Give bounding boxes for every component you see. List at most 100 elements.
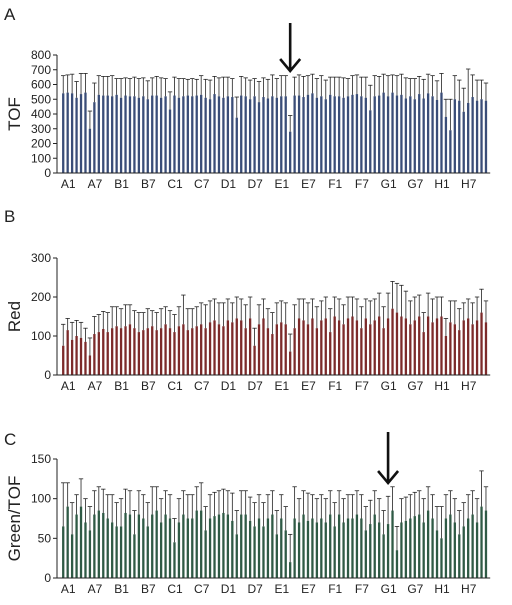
panel-a-bar-E9 <box>311 93 314 173</box>
panel-a-bar-B1 <box>115 94 118 173</box>
panel-c-bar-D5 <box>240 514 243 578</box>
panel-c-bar-C6 <box>191 518 194 578</box>
panel-c-bar-B7 <box>142 518 145 578</box>
panel-a-bar-F2 <box>333 96 336 173</box>
panel-a-xtick-label: G1 <box>381 177 397 191</box>
panel-b-bar-F7 <box>355 320 359 375</box>
panel-c-bar-C9 <box>204 530 207 578</box>
panel-b-xtick-label: E1 <box>274 379 289 393</box>
panel-a-bar-A3 <box>70 93 74 173</box>
panel-a-xtick-label: H1 <box>434 177 450 191</box>
panel-c-bar-A4 <box>75 514 78 578</box>
panel-c-bar-D4 <box>235 534 238 578</box>
panel-a-bar-H5 <box>453 99 456 173</box>
panel-a-bar-B8 <box>146 99 149 173</box>
panel-c-bar-E11 <box>320 518 323 578</box>
panel-a-xtick-label: B1 <box>114 177 129 191</box>
panel-b-bar-B11 <box>159 328 163 375</box>
panel-b-bar-B10 <box>155 330 158 375</box>
panel-a-bar-C2 <box>173 95 176 173</box>
panel-a-ytick-label: 600 <box>31 78 51 92</box>
panel-c-bar-H2 <box>440 538 443 578</box>
panel-b-bar-H2 <box>440 316 443 375</box>
panel-c-bar-B10 <box>155 510 158 578</box>
panel-b-bar-E3 <box>284 324 287 375</box>
panel-c-bar-E3 <box>284 530 287 578</box>
panel-a-bar-D5 <box>240 95 243 173</box>
panel-b-ytick-label: 100 <box>31 329 51 343</box>
panel-a-bar-A2 <box>66 92 69 173</box>
panel-c-bar-G11 <box>426 510 430 578</box>
panel-b-bar-B1 <box>115 326 118 375</box>
panel-b-bar-H11 <box>480 312 483 375</box>
panel-b-xtick-label: D1 <box>221 379 237 393</box>
panel-b-bar-A11 <box>106 332 109 375</box>
panel-b-xtick-label: C7 <box>194 379 210 393</box>
panel-a-bar-H8 <box>467 102 470 173</box>
panel-c-bar-E8 <box>306 520 310 578</box>
panel-b-bar-C11 <box>213 320 216 375</box>
panel-a-bar-C12 <box>217 96 221 173</box>
panel-b-xtick-label: G7 <box>407 379 423 393</box>
panel-a-xtick-label: F1 <box>328 177 342 191</box>
panel-c-xtick-label: G7 <box>407 582 423 596</box>
panel-a-bar-B3 <box>124 95 127 173</box>
panel-b-xtick-label: B7 <box>141 379 156 393</box>
panel-a-bar-F7 <box>355 94 359 173</box>
panel-c-xtick-label: D1 <box>221 582 237 596</box>
panel-c-bar-C4 <box>182 514 185 578</box>
panel-a-bar-D2 <box>226 96 230 173</box>
panel-c-bar-C1 <box>168 518 172 578</box>
panel-a-bar-H1 <box>435 99 439 173</box>
panel-a-bar-A4 <box>75 97 78 173</box>
panel-b-bar-D1 <box>222 326 225 375</box>
panel-b-xtick-label: F7 <box>355 379 369 393</box>
panel-c-xtick-label: D7 <box>247 582 263 596</box>
panel-c-label: C <box>4 430 16 449</box>
panel-a-bar-G11 <box>426 93 430 173</box>
panel-b-xtick-label: A7 <box>88 379 103 393</box>
panel-b-bar-G4 <box>395 312 399 375</box>
panel-b-bar-H5 <box>453 324 456 375</box>
panel-c-bar-F5 <box>346 518 350 578</box>
panel-a-bar-D4 <box>235 117 238 173</box>
panel-b-bar-G12 <box>431 322 434 375</box>
panel-a-bar-B10 <box>155 95 158 173</box>
panel-c-ylabel: Green/TOF <box>5 476 24 562</box>
panel-b-xtick-label: A1 <box>61 379 76 393</box>
panel-a-bar-D3 <box>231 97 234 173</box>
panel-c-bar-D6 <box>244 514 247 578</box>
panel-b-bar-D11 <box>266 328 270 375</box>
panel-c-bar-D12 <box>271 514 274 578</box>
panel-a-bar-D11 <box>266 98 270 173</box>
panel-a-bar-B5 <box>133 96 136 173</box>
panel-c-xtick-label: B1 <box>114 582 129 596</box>
panel-b-bar-A10 <box>102 328 105 375</box>
panel-a-xtick-label: A7 <box>88 177 103 191</box>
panel-c-bar-H8 <box>467 518 470 578</box>
panel-c-bar-E2 <box>280 518 283 578</box>
panel-c-bar-H1 <box>435 530 439 578</box>
panel-b-bar-D10 <box>262 318 265 375</box>
panel-a-bar-D12 <box>271 96 274 173</box>
panel-a-bar-B9 <box>151 95 154 173</box>
panel-a-bar-D10 <box>262 97 265 173</box>
panel-b-xtick-label: D7 <box>247 379 263 393</box>
panel-b-bar-C12 <box>217 324 221 375</box>
panel-b-bar-F1 <box>329 332 332 375</box>
panel-c-bar-B11 <box>159 522 163 578</box>
panel-c-bar-H12 <box>484 510 488 578</box>
panel-a-xtick-label: F7 <box>355 177 369 191</box>
panel-c-bar-F6 <box>351 518 354 578</box>
panel-c-bar-B8 <box>146 526 149 578</box>
panel-a-bar-E5 <box>293 95 296 173</box>
panel-c-bar-F7 <box>355 514 359 578</box>
panel-c-bar-G9 <box>418 514 421 578</box>
panel-c-ytick-label: 100 <box>31 492 51 506</box>
panel-a-bar-E1 <box>275 97 278 173</box>
panel-c-bar-G4 <box>395 550 399 578</box>
panel-c-bar-F2 <box>333 526 336 578</box>
panel-c-xtick-label: H1 <box>434 582 450 596</box>
panel-c-ytick-label: 150 <box>31 452 51 466</box>
